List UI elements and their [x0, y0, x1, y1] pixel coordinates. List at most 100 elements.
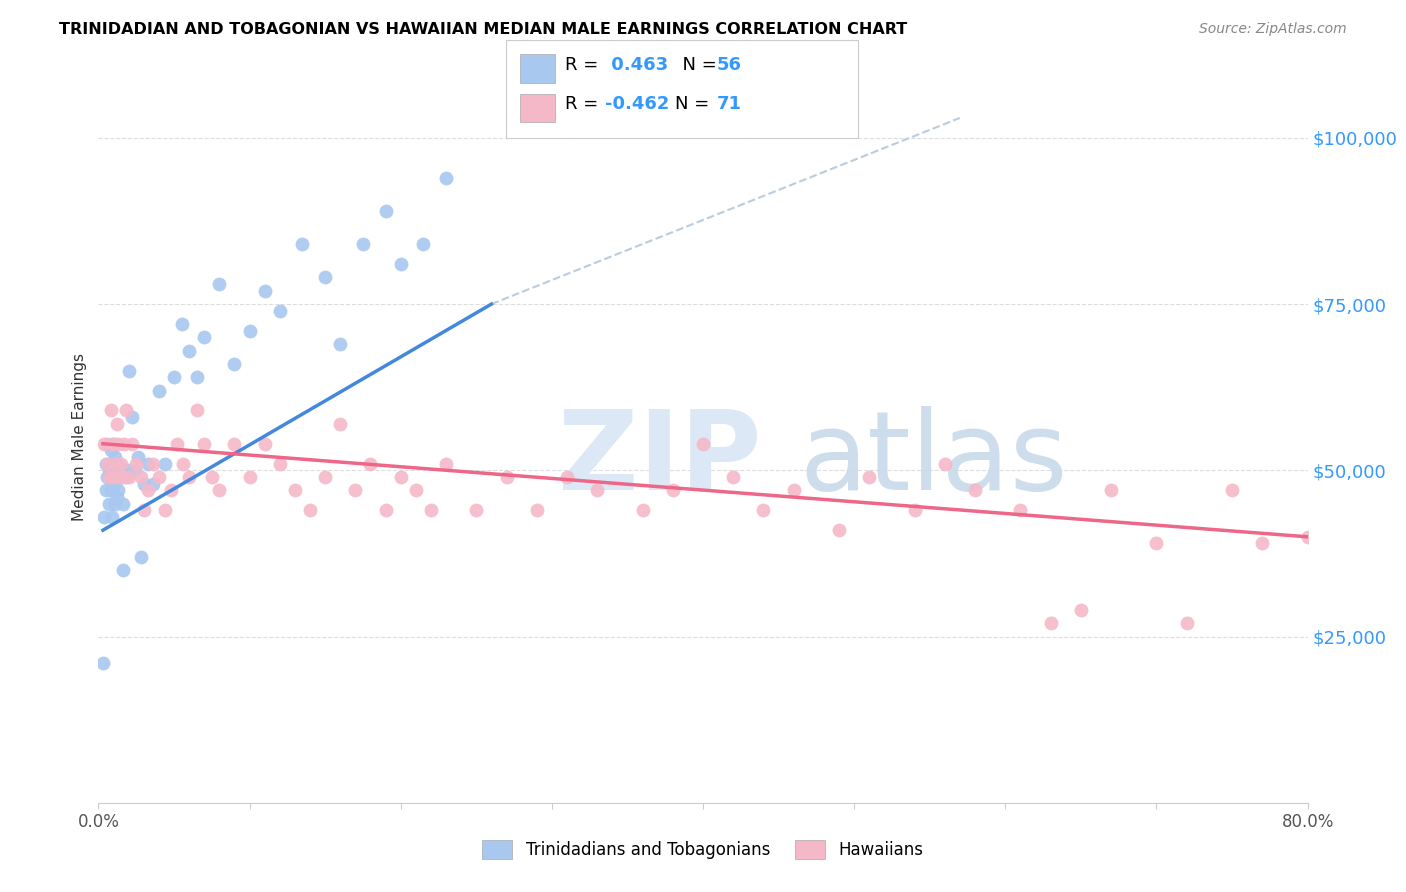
Point [129, 470, 152, 484]
Point [91, 656, 114, 670]
Point [127, 450, 149, 464]
Point [329, 417, 352, 431]
Point [104, 450, 127, 464]
Point [112, 436, 135, 450]
Point [100, 403, 122, 417]
Point [148, 470, 170, 484]
Point [284, 483, 307, 498]
Text: atlas: atlas [800, 406, 1069, 513]
Point [314, 470, 336, 484]
Point [160, 483, 183, 498]
Point [115, 463, 138, 477]
Point [291, 237, 314, 252]
Y-axis label: Median Male Earnings: Median Male Earnings [72, 353, 87, 521]
Point [101, 463, 124, 477]
Point [153, 503, 176, 517]
Point [1175, 616, 1198, 631]
Point [495, 470, 517, 484]
Point [98, 497, 121, 511]
Point [904, 503, 927, 517]
Point [163, 370, 186, 384]
Point [434, 457, 457, 471]
Text: R =: R = [565, 95, 605, 113]
Point [108, 470, 131, 484]
Point [186, 370, 208, 384]
Point [100, 443, 122, 458]
Point [555, 470, 578, 484]
Point [107, 457, 129, 471]
Text: TRINIDADIAN AND TOBAGONIAN VS HAWAIIAN MEDIAN MALE EARNINGS CORRELATION CHART: TRINIDADIAN AND TOBAGONIAN VS HAWAIIAN M… [59, 22, 907, 37]
Point [179, 470, 201, 484]
Text: Source: ZipAtlas.com: Source: ZipAtlas.com [1199, 22, 1347, 37]
Point [1220, 483, 1243, 498]
Point [101, 436, 124, 450]
Text: 56: 56 [717, 56, 742, 74]
Point [100, 483, 122, 498]
Point [125, 457, 148, 471]
Point [692, 436, 714, 450]
Point [1070, 603, 1092, 617]
Point [103, 476, 125, 491]
Point [104, 470, 127, 484]
Point [201, 470, 224, 484]
Point [94, 483, 117, 498]
Point [269, 303, 291, 318]
Point [98, 470, 121, 484]
Point [93, 509, 115, 524]
Point [389, 470, 412, 484]
Point [110, 463, 132, 477]
Point [103, 457, 125, 471]
Point [96, 457, 118, 471]
Point [299, 503, 322, 517]
Point [98, 463, 121, 477]
Text: N =: N = [675, 95, 714, 113]
Point [858, 470, 880, 484]
Point [965, 483, 987, 498]
Point [114, 470, 136, 484]
Point [121, 410, 143, 425]
Point [107, 436, 129, 450]
Text: ZIP: ZIP [558, 406, 761, 513]
Point [661, 483, 683, 498]
Point [208, 483, 231, 498]
Point [269, 457, 291, 471]
Point [94, 457, 117, 471]
Point [166, 436, 188, 450]
Point [783, 483, 806, 498]
Point [142, 457, 165, 471]
Point [111, 470, 134, 484]
Point [96, 436, 118, 450]
Point [828, 523, 851, 537]
Point [434, 170, 457, 185]
Point [752, 503, 775, 517]
Point [465, 503, 488, 517]
Point [1010, 503, 1032, 517]
Text: 71: 71 [717, 95, 742, 113]
Point [253, 284, 276, 298]
Point [1251, 536, 1274, 550]
Point [101, 509, 124, 524]
Point [193, 436, 215, 450]
Point [239, 470, 262, 484]
Point [111, 497, 134, 511]
Point [723, 470, 745, 484]
Point [142, 476, 165, 491]
Point [420, 503, 443, 517]
Point [193, 330, 215, 344]
Point [107, 483, 129, 498]
Point [136, 457, 159, 471]
Point [208, 277, 231, 292]
Point [148, 384, 170, 398]
Point [124, 463, 146, 477]
Point [239, 324, 262, 338]
Text: R =: R = [565, 56, 605, 74]
Point [114, 403, 136, 417]
Point [118, 363, 141, 377]
Point [118, 470, 141, 484]
Point [631, 503, 654, 517]
Point [405, 483, 427, 498]
Point [344, 483, 367, 498]
Point [224, 436, 246, 450]
Point [96, 470, 118, 484]
Point [1296, 530, 1319, 544]
